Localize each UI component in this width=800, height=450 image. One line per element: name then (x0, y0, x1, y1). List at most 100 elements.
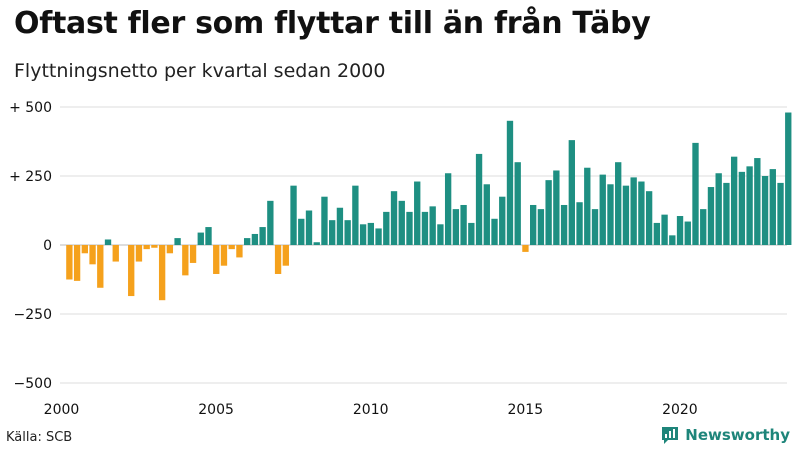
brand-name: Newsworthy (685, 426, 790, 444)
bar (228, 245, 235, 250)
bar (700, 209, 707, 245)
bar (66, 245, 73, 280)
bar (661, 214, 668, 245)
bar (390, 191, 398, 245)
bar (251, 233, 259, 245)
bar (576, 202, 583, 245)
bar (607, 184, 614, 245)
newsworthy-logo[interactable]: Newsworthy (660, 425, 790, 445)
bar (174, 238, 181, 245)
bar (553, 170, 560, 245)
bar (128, 245, 135, 297)
bar (398, 200, 405, 245)
x-tick-label: 2010 (353, 402, 389, 418)
bar (97, 245, 104, 288)
bar (406, 211, 413, 245)
bar (421, 211, 429, 245)
bar (236, 245, 243, 258)
bar (761, 176, 769, 245)
bar (329, 220, 336, 245)
bar (352, 185, 359, 245)
bar (638, 181, 645, 245)
x-tick-label: 2020 (662, 402, 698, 418)
bar (669, 235, 676, 245)
bar (754, 158, 761, 245)
bar (769, 169, 776, 245)
bar (622, 185, 630, 245)
bar (568, 140, 575, 245)
y-tick-label: + 250 (9, 169, 52, 185)
bar (676, 216, 684, 245)
bar (104, 239, 112, 245)
bar (313, 242, 320, 245)
bar (383, 211, 390, 245)
bar (522, 245, 529, 252)
bar (730, 156, 738, 245)
y-tick-label: + 500 (9, 100, 52, 116)
bar (375, 228, 382, 245)
bar (414, 181, 421, 245)
bar (684, 221, 691, 245)
bar (274, 245, 282, 274)
x-axis-ticks: 2000 2005 2010 2015 2020 (44, 402, 698, 418)
bar (73, 245, 81, 281)
x-tick-label: 2000 (44, 402, 80, 418)
bar (290, 185, 297, 245)
bar (777, 182, 784, 245)
bars (66, 112, 792, 301)
y-axis-ticks: + 500 + 250 0 −250 −500 (9, 100, 52, 392)
bar (321, 196, 328, 245)
y-tick-label: −500 (14, 376, 52, 392)
bar (514, 162, 521, 245)
bar (213, 245, 220, 274)
bar (537, 209, 545, 245)
bar (560, 204, 568, 245)
bar (723, 182, 730, 245)
bar (243, 238, 251, 245)
bar (692, 142, 699, 245)
bar (491, 218, 498, 245)
bar (615, 162, 622, 245)
bar (630, 177, 637, 245)
bar (112, 245, 119, 262)
bar (746, 166, 753, 245)
bar (220, 245, 228, 266)
bar (367, 222, 375, 245)
bar (166, 245, 174, 254)
bar (259, 227, 266, 245)
bar (599, 174, 606, 245)
bar (591, 209, 599, 245)
bar (483, 184, 490, 245)
bar (298, 218, 305, 245)
bar (545, 180, 552, 245)
bar (645, 191, 653, 245)
bar (475, 153, 483, 245)
chat-chart-icon (662, 427, 679, 444)
bar (267, 200, 274, 245)
bar (452, 209, 460, 245)
bar (460, 204, 467, 245)
bar (158, 245, 166, 301)
bar (81, 245, 88, 254)
chart-title: Oftast fler som flyttar till än från Täb… (14, 6, 651, 41)
bar (197, 232, 204, 245)
bar (151, 245, 158, 248)
bar (205, 227, 212, 245)
bar (499, 196, 506, 245)
bar (444, 173, 452, 245)
bar (707, 187, 715, 245)
bar (89, 245, 96, 265)
bar (305, 210, 313, 245)
bar (715, 173, 722, 245)
y-tick-label: 0 (43, 238, 52, 254)
x-tick-label: 2005 (198, 402, 234, 418)
bar (584, 167, 591, 245)
bar (282, 245, 289, 266)
bar (437, 224, 444, 245)
bar (738, 171, 746, 245)
bar (530, 204, 537, 245)
bar (143, 245, 150, 250)
x-tick-label: 2015 (507, 402, 543, 418)
bar (135, 245, 143, 262)
